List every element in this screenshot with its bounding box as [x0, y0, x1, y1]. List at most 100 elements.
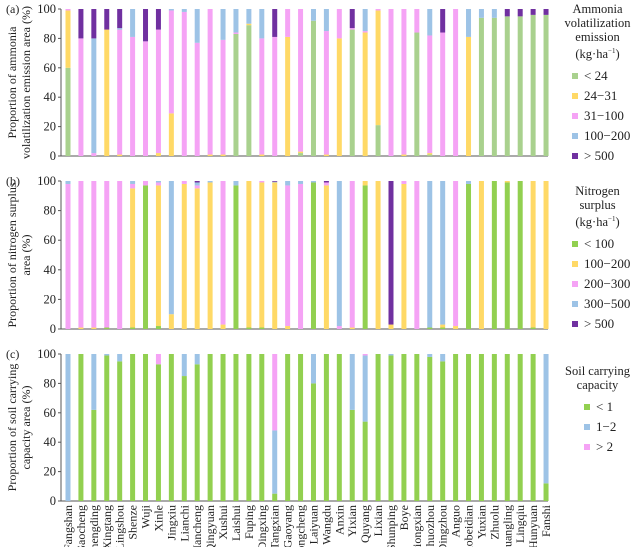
bar-segment [362, 9, 368, 32]
bar-segment [362, 421, 368, 501]
bar-segment [130, 354, 136, 501]
bar-stack [220, 181, 226, 329]
bar-segment [466, 9, 472, 37]
bar-segment [259, 354, 265, 501]
bar-stack [478, 181, 484, 329]
y-tick-label: 0 [50, 322, 56, 336]
bar-stack [207, 9, 213, 156]
x-tick-label: Qingyuan [203, 505, 217, 547]
bar-segment [504, 9, 510, 17]
legend-item: > 500 [572, 317, 639, 331]
bar-segment [233, 32, 239, 34]
y-tick-label: 20 [44, 465, 57, 479]
bar-segment [246, 9, 252, 24]
bar-segment [517, 9, 523, 17]
bar-segment [362, 185, 368, 329]
x-tick-label: Lixian [371, 505, 385, 536]
bar-segment [104, 354, 110, 356]
bar-segment [362, 354, 368, 356]
legend-swatch [572, 281, 578, 288]
y-axis-label: area (%) [19, 235, 33, 276]
bar-segment [272, 36, 278, 156]
bar-stack [336, 181, 342, 329]
bar-segment [259, 154, 265, 156]
legend-title-line: Soil carrying [565, 364, 630, 378]
bar-segment [207, 182, 213, 329]
legend-item: 300−500 [572, 297, 639, 311]
bar-segment [285, 185, 291, 327]
bar-segment [298, 151, 304, 154]
bar-segment [530, 354, 536, 501]
bar-stack [143, 181, 149, 329]
bar-segment [194, 181, 200, 183]
x-tick-label: Wangdu [319, 505, 333, 545]
bar-segment [336, 181, 342, 327]
bar-segment [91, 9, 97, 39]
bar-stack [104, 181, 110, 329]
bar-stack [78, 181, 84, 329]
x-tick-label: Laiyuan [306, 505, 320, 544]
bar-segment [298, 153, 304, 156]
bar-segment [285, 326, 291, 329]
bar-segment [272, 354, 278, 431]
bar-segment [117, 9, 123, 29]
bar-segment [155, 326, 161, 329]
legend-swatch [572, 93, 578, 100]
legend-title-superscript: −1 [608, 215, 616, 223]
bar-stack [272, 9, 278, 156]
legend-item: < 24 [572, 69, 639, 83]
bar-stack [349, 181, 355, 329]
y-tick-label: 40 [44, 90, 57, 104]
bar-segment [388, 9, 394, 156]
x-tick-label: Guangling [500, 505, 514, 547]
bar-stack [207, 181, 213, 329]
bar-segment [272, 181, 278, 183]
bar-stack [388, 354, 394, 501]
x-tick-label: Xingtang [100, 505, 114, 547]
bar-stack [285, 354, 291, 501]
y-tick-label: 60 [44, 406, 57, 420]
bar-stack [310, 9, 316, 157]
y-tick-label: 100 [37, 174, 56, 188]
bar-segment [401, 354, 407, 501]
bar-segment [78, 38, 84, 156]
legend-swatch [572, 113, 578, 120]
bar-segment [181, 376, 187, 501]
legend-item: > 2 [584, 440, 639, 454]
legend-item: < 1 [584, 400, 639, 414]
bar-segment [388, 354, 394, 356]
bar-segment [207, 154, 213, 156]
bar-segment [401, 9, 407, 155]
bar-stack [272, 354, 278, 501]
bar-stack [349, 9, 355, 156]
bar-stack [155, 354, 161, 501]
bar-segment [91, 327, 97, 329]
bar-segment [504, 354, 510, 501]
bar-segment [272, 181, 278, 182]
bar-segment [543, 181, 549, 329]
bar-stack [401, 354, 407, 501]
bar-segment [65, 181, 71, 184]
x-tick-label: Dingzhou [436, 505, 450, 547]
bar-segment [323, 185, 329, 329]
panel-c: (c) 0 20 40 60 80 100 Proportion of soil carryi… [5, 347, 549, 508]
panel-label: (b) [6, 174, 20, 188]
bar-stack [427, 354, 433, 501]
bar-stack [504, 354, 510, 501]
bar-segment [349, 28, 355, 30]
bar-segment [323, 182, 329, 186]
x-tick-label: Gaobeidian [462, 505, 476, 547]
bar-segment [349, 409, 355, 501]
bar-stack [130, 9, 136, 156]
bar-segment [117, 354, 123, 362]
bar-stack [530, 9, 536, 156]
bar-segment [285, 354, 291, 501]
bar-segment [207, 354, 213, 501]
bar-segment [440, 32, 446, 156]
bar-stack [91, 181, 97, 329]
bar-stack [310, 354, 316, 501]
x-tick-label: Lingshou [113, 505, 127, 547]
bar-segment [233, 181, 239, 186]
bar-segment [259, 327, 265, 329]
